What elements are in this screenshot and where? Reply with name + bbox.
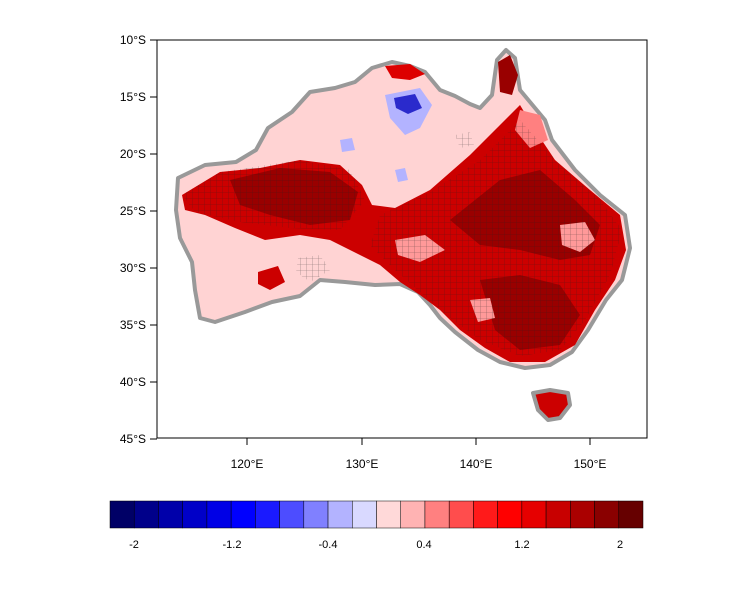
colorbar-swatch: [594, 500, 620, 529]
colorbar-swatch: [279, 500, 305, 529]
x-tick-label: 150°E: [574, 457, 607, 471]
significance-hatching: [182, 120, 622, 356]
colorbar-swatch: [352, 500, 377, 529]
y-tick-label: 10°S: [120, 33, 146, 47]
colorbar-swatch: [206, 500, 232, 529]
colorbar-swatch: [109, 500, 135, 529]
colorbar-swatch: [182, 500, 208, 529]
colorbar: -2 -1.2 -0.4 0.4 1.2 2: [109, 500, 644, 551]
colorbar-swatch: [327, 500, 353, 529]
colorbar-swatch: [545, 500, 571, 529]
colorbar-swatch: [376, 500, 401, 529]
longitude-axis: 120°E 130°E 140°E 150°E: [231, 438, 607, 471]
colorbar-swatch: [255, 500, 280, 529]
y-tick-label: 15°S: [120, 90, 146, 104]
colorbar-swatch: [230, 500, 256, 529]
colorbar-swatch: [303, 500, 329, 529]
colorbar-tick-label: -1.2: [223, 539, 242, 551]
colorbar-swatch: [133, 500, 159, 529]
colorbar-tick-label: -0.4: [319, 539, 338, 551]
colorbar-tick-label: 2: [617, 539, 623, 551]
x-tick-label: 120°E: [231, 457, 264, 471]
colorbar-swatch: [400, 500, 426, 529]
y-tick-label: 25°S: [120, 204, 146, 218]
colorbar-swatch: [497, 500, 523, 529]
colorbar-swatch: [473, 500, 498, 529]
colorbar-swatch: [424, 500, 450, 529]
y-tick-label: 30°S: [120, 261, 146, 275]
y-tick-label: 35°S: [120, 318, 146, 332]
tasmania-landmass: [531, 388, 572, 422]
colorbar-swatch: [618, 500, 644, 529]
colorbar-swatch: [521, 500, 547, 529]
cool-anomaly-fields: [340, 88, 432, 182]
y-tick-label: 45°S: [120, 432, 146, 446]
x-tick-label: 140°E: [460, 457, 493, 471]
colorbar-tick-label: 0.4: [416, 539, 431, 551]
colorbar-swatch: [570, 500, 595, 529]
colorbar-swatch: [448, 500, 474, 529]
x-tick-label: 130°E: [346, 457, 379, 471]
latitude-axis: 10°S 15°S 20°S 25°S 30°S 35°S 40°S 45°S: [120, 33, 157, 446]
colorbar-tick-label: -2: [129, 539, 139, 551]
y-tick-label: 20°S: [120, 147, 146, 161]
colorbar-swatch: [158, 500, 183, 529]
y-tick-label: 40°S: [120, 375, 146, 389]
colorbar-tick-label: 1.2: [514, 539, 529, 551]
